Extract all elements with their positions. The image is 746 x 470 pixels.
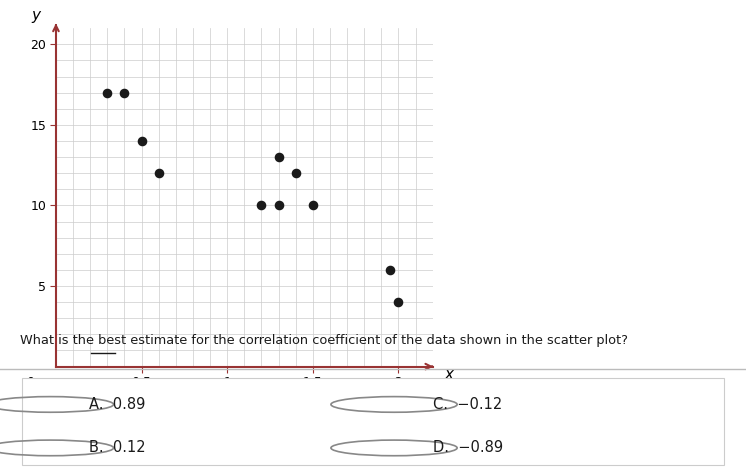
Point (307, 202, 319, 209)
Text: B.  0.12: B. 0.12 (89, 440, 145, 455)
Text: C.  −0.12: C. −0.12 (433, 397, 502, 412)
Point (272, 202, 284, 209)
Point (384, 266, 396, 274)
Point (289, 170, 301, 177)
Text: x: x (445, 367, 454, 382)
Point (153, 170, 165, 177)
Point (119, 89, 131, 96)
Point (255, 202, 267, 209)
Text: D.  −0.89: D. −0.89 (433, 440, 503, 455)
Point (272, 153, 284, 161)
Point (101, 89, 113, 96)
Point (392, 298, 404, 306)
Text: A.  0.89: A. 0.89 (89, 397, 145, 412)
Point (136, 137, 148, 145)
Text: y: y (31, 8, 40, 23)
Text: What is the best estimate for the correlation coefficient of the data shown in t: What is the best estimate for the correl… (20, 334, 628, 347)
Text: 0: 0 (26, 376, 34, 389)
